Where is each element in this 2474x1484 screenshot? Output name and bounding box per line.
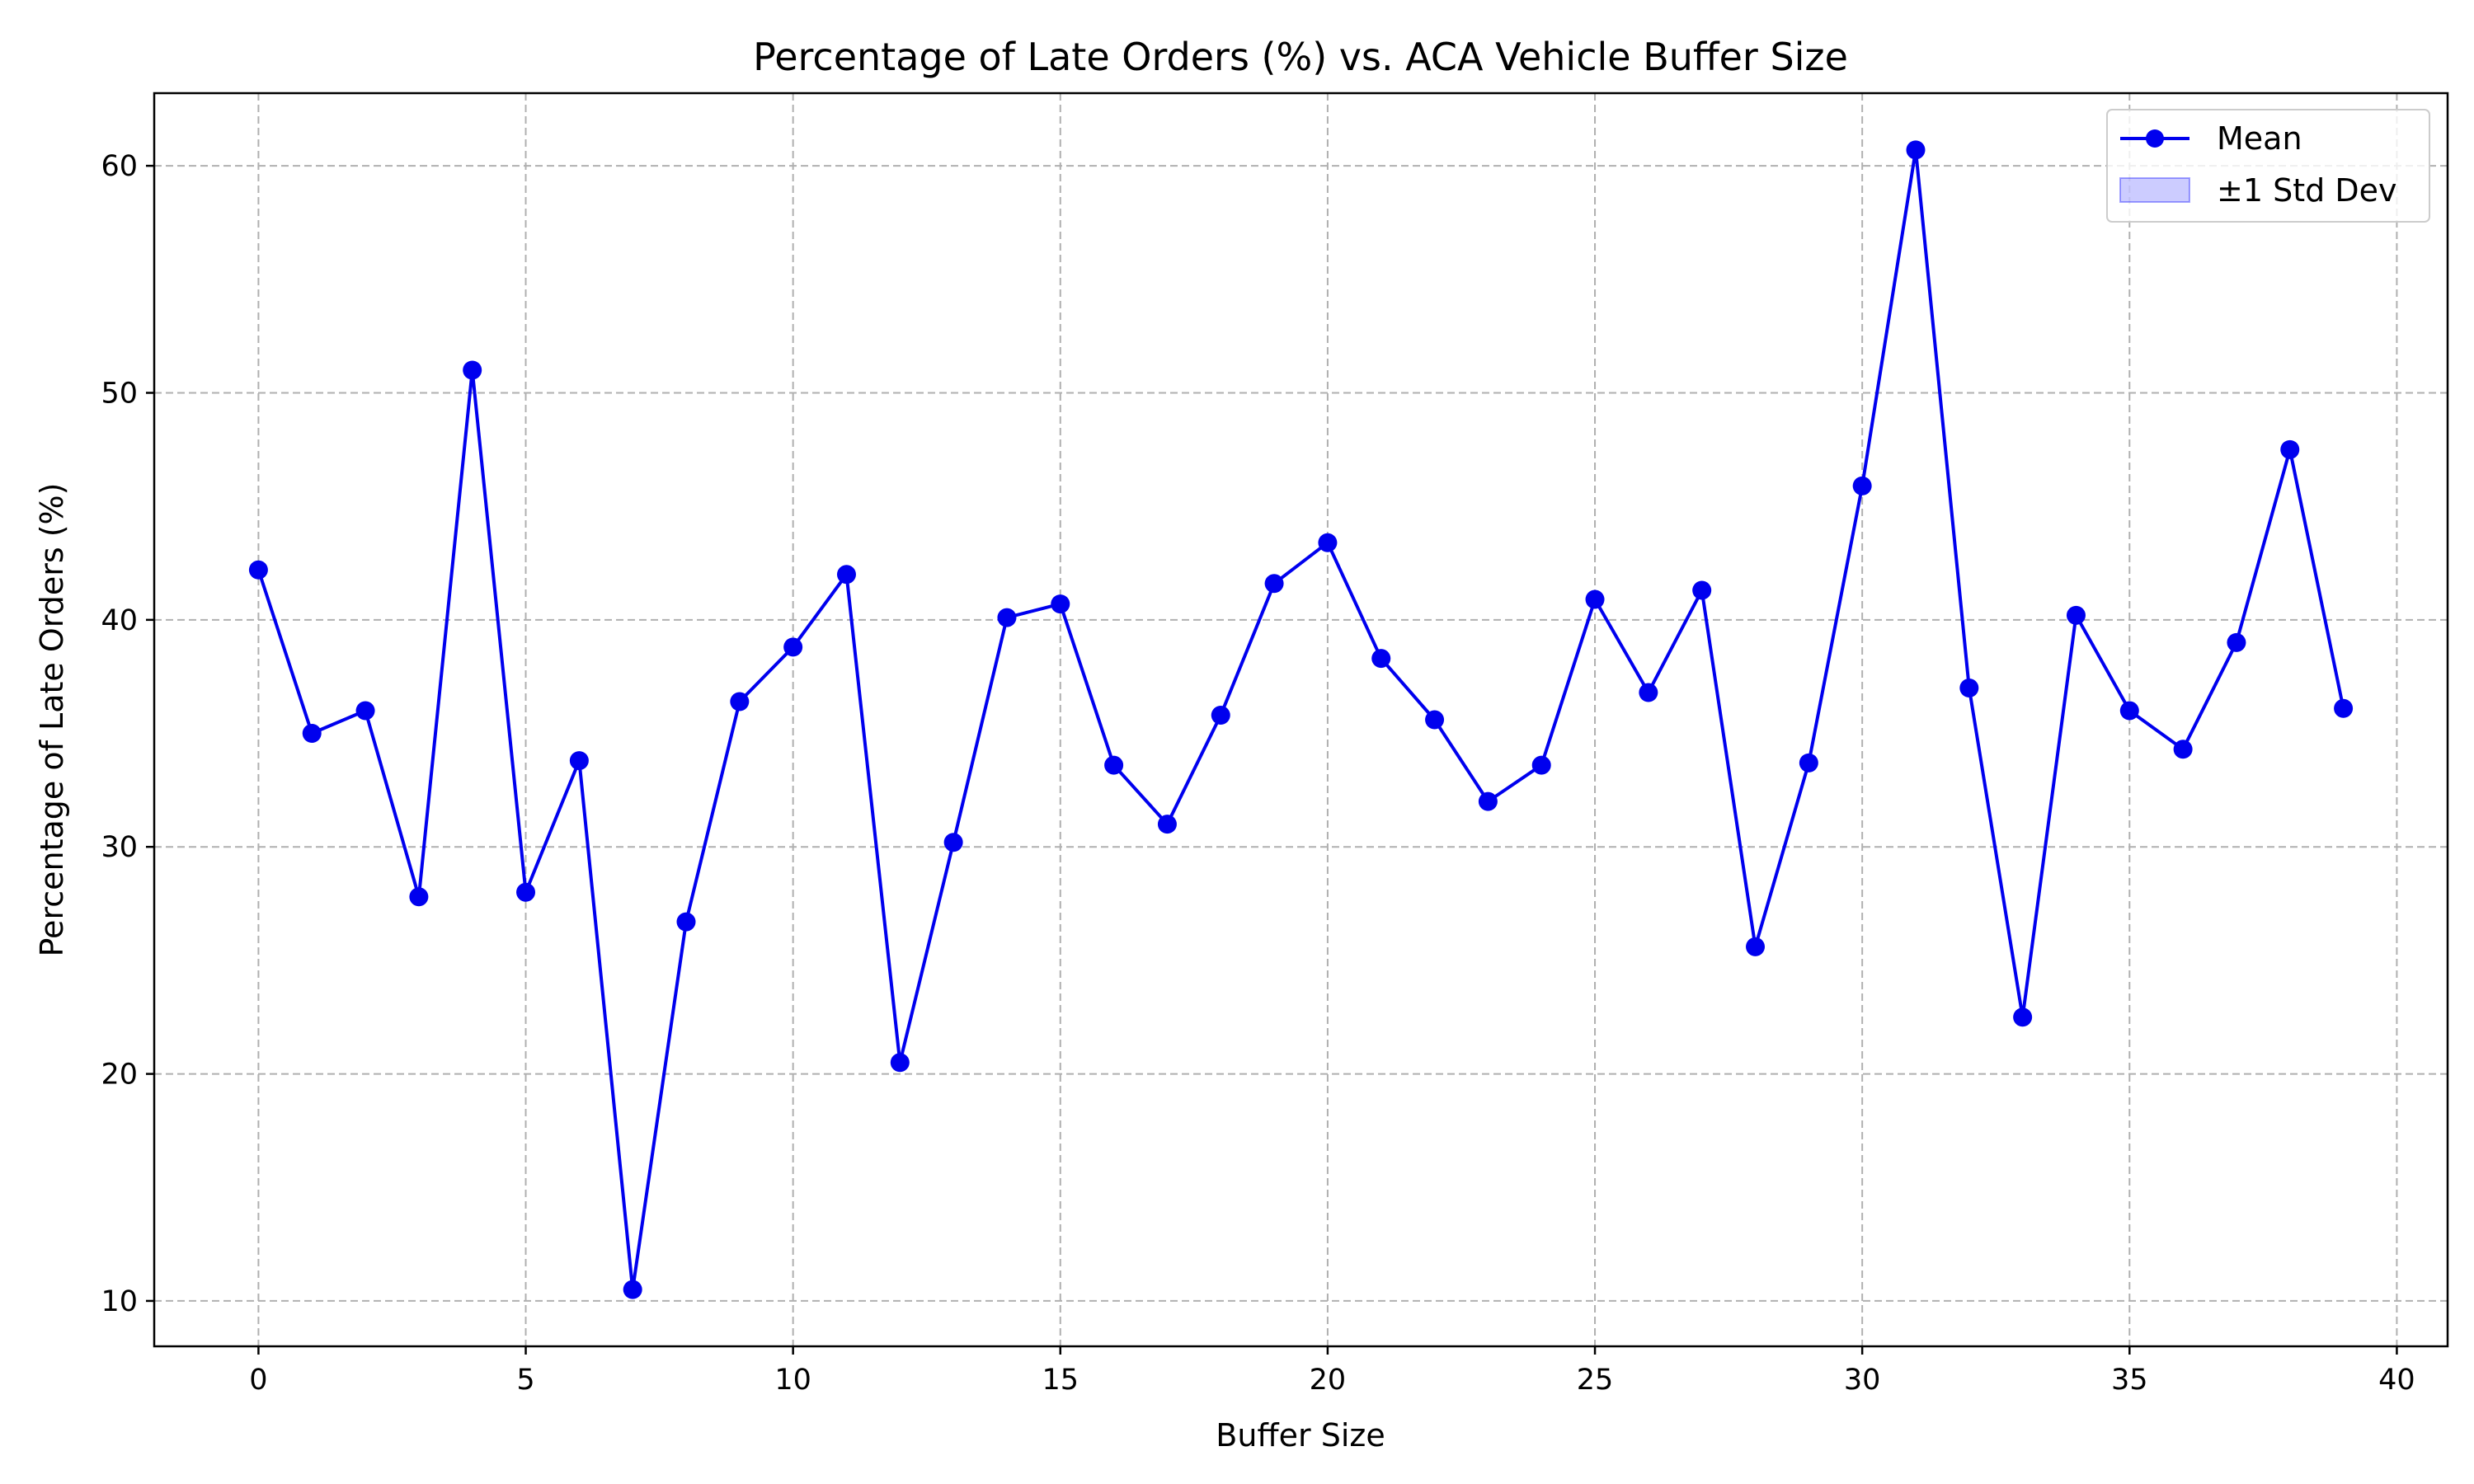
data-point: [1639, 683, 1658, 702]
data-point: [2334, 698, 2354, 718]
x-tick-label: 5: [516, 1364, 534, 1397]
data-point: [836, 565, 856, 585]
x-axis-label: Buffer Size: [1216, 1417, 1385, 1453]
x-tick-label: 20: [1310, 1364, 1347, 1397]
data-point: [463, 360, 482, 380]
data-point: [1051, 594, 1070, 614]
data-point: [1478, 791, 1498, 811]
x-tick-label: 30: [1844, 1364, 1881, 1397]
data-point: [248, 560, 268, 580]
x-tick-label: 35: [2111, 1364, 2148, 1397]
data-point: [1585, 589, 1605, 609]
data-point: [783, 637, 803, 657]
data-point: [1906, 140, 1926, 160]
data-point: [2066, 605, 2086, 625]
data-point: [1157, 815, 1177, 834]
data-point: [1425, 710, 1445, 730]
data-point: [1799, 753, 1818, 773]
data-point: [1318, 533, 1338, 552]
y-tick-label: 40: [101, 604, 138, 637]
series-line-mean: [256, 148, 2345, 1292]
data-point: [1264, 574, 1284, 594]
x-tick-label: 40: [2378, 1364, 2415, 1397]
data-point: [2280, 439, 2300, 459]
x-tick-label: 25: [1577, 1364, 1614, 1397]
data-point: [1746, 937, 1766, 956]
data-point: [569, 751, 589, 771]
legend: Mean ±1 Std Dev: [2106, 109, 2430, 223]
grid: [154, 93, 2448, 1346]
data-point: [676, 912, 696, 932]
x-tick-label: 15: [1042, 1364, 1079, 1397]
data-point: [1852, 476, 1872, 495]
axis-ticks: 0 5 10 15 20 25 30 35 40 10 20 30 40 50 60: [101, 150, 2415, 1397]
data-point: [1104, 755, 1124, 775]
data-point: [355, 701, 375, 721]
data-point: [997, 608, 1017, 627]
y-tick-label: 50: [101, 377, 138, 410]
chart-title: Percentage of Late Orders (%) vs. ACA Ve…: [753, 35, 1848, 79]
y-tick-label: 30: [101, 831, 138, 864]
data-point: [943, 833, 963, 852]
data-point: [2227, 632, 2246, 652]
data-point: [2119, 701, 2139, 721]
data-point: [1692, 580, 1712, 600]
data-point: [409, 887, 429, 907]
x-tick-label: 0: [249, 1364, 267, 1397]
legend-mean-marker-swatch: [2146, 129, 2164, 148]
data-point: [623, 1280, 642, 1299]
y-tick-label: 60: [101, 150, 138, 183]
y-axis-label: Percentage of Late Orders (%): [34, 483, 70, 957]
data-point: [730, 692, 750, 711]
series-mean: [248, 140, 2354, 1299]
data-point: [890, 1053, 910, 1073]
data-point: [1959, 678, 1979, 697]
data-point: [1531, 755, 1551, 775]
plot-area-frame: [153, 92, 2449, 1348]
y-tick-label: 10: [101, 1285, 138, 1318]
data-point: [2013, 1007, 2033, 1027]
data-point: [516, 882, 536, 902]
data-point: [302, 724, 322, 744]
legend-std-dev-label: ±1 Std Dev: [2217, 172, 2396, 209]
data-point: [1371, 649, 1391, 669]
legend-mean-label: Mean: [2217, 120, 2302, 157]
legend-std-dev-swatch: [2119, 177, 2190, 203]
data-point: [1211, 705, 1230, 725]
y-tick-label: 20: [101, 1059, 138, 1092]
data-point: [2173, 740, 2193, 759]
x-tick-label: 10: [774, 1364, 811, 1397]
